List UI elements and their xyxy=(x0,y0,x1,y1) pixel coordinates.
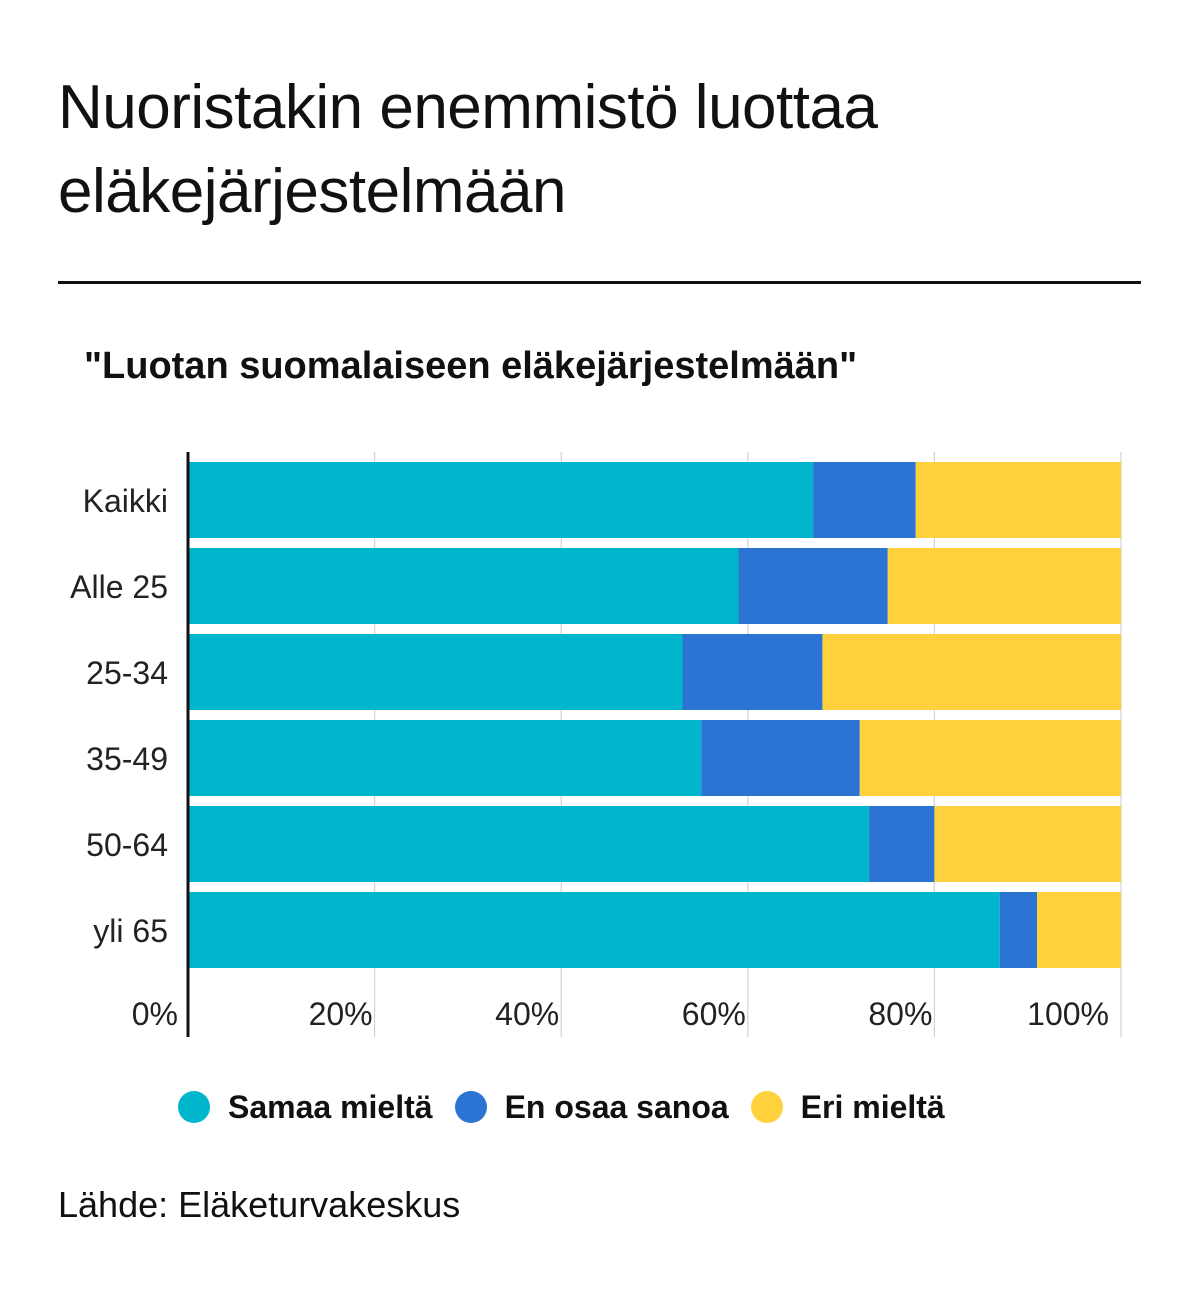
category-label-25-34: 25-34 xyxy=(86,655,168,691)
bar-35-49-en-osaa-sanoa xyxy=(701,720,860,796)
bar-50-64-eri-mielta xyxy=(934,806,1121,882)
x-tick-label-20: 20% xyxy=(309,996,373,1032)
category-label-alle-25: Alle 25 xyxy=(70,569,168,605)
source-note: Lähde: Eläketurvakeskus xyxy=(58,1184,461,1225)
bar-25-34-en-osaa-sanoa xyxy=(682,634,823,710)
x-tick-label-40: 40% xyxy=(495,996,559,1032)
bar-25-34-eri-mielta xyxy=(822,634,1121,710)
bar-alle-25-en-osaa-sanoa xyxy=(738,548,888,624)
chart-title: Nuoristakin enemmistö luottaa eläkejärje… xyxy=(58,73,878,226)
legend-item-en-osaa-sanoa: En osaa sanoa xyxy=(454,1088,729,1126)
category-label-kaikki: Kaikki xyxy=(83,483,168,519)
category-labels: Kaikki Alle 25 25-34 35-49 50-64 yli 65 xyxy=(70,483,168,949)
bar-kaikki-en-osaa-sanoa xyxy=(813,462,916,538)
legend-label-eri-mielta: Eri mieltä xyxy=(800,1088,945,1125)
legend-label-samaa-mielta: Samaa mieltä xyxy=(228,1088,433,1125)
legend-label-en-osaa-sanoa: En osaa sanoa xyxy=(504,1088,729,1125)
bar-kaikki-eri-mielta xyxy=(915,462,1121,538)
bar-35-49-samaa-mielta xyxy=(188,720,702,796)
stacked-bar-chart: Kaikki Alle 25 25-34 35-49 50-64 yli 65 0% 20%… xyxy=(70,452,1122,1037)
bar-50-64-samaa-mielta xyxy=(188,806,870,882)
x-tick-label-0: 0% xyxy=(132,996,178,1032)
x-tick-label-80: 80% xyxy=(868,996,932,1032)
bar-25-34-samaa-mielta xyxy=(188,634,683,710)
x-tick-label-100: 100% xyxy=(1027,996,1109,1032)
legend-swatch-en-osaa-sanoa xyxy=(454,1091,487,1123)
title-divider xyxy=(58,281,1141,284)
legend: Samaa mieltä En osaa sanoa Eri mieltä xyxy=(178,1085,967,1129)
bar-alle-25-samaa-mielta xyxy=(188,548,739,624)
legend-swatch-samaa-mielta xyxy=(178,1091,210,1123)
bar-yli-65-en-osaa-sanoa xyxy=(999,892,1038,968)
x-tick-labels: 0% 20% 40% 60% 80% 100% xyxy=(132,996,1109,1032)
legend-item-eri-mielta: Eri mieltä xyxy=(750,1088,945,1126)
bar-kaikki-samaa-mielta xyxy=(188,462,814,538)
chart-subtitle: "Luotan suomalaiseen eläkejärjestelmään" xyxy=(84,345,858,387)
bars xyxy=(188,462,1121,968)
bar-yli-65-eri-mielta xyxy=(1037,892,1121,968)
x-tick-label-60: 60% xyxy=(682,996,746,1032)
bar-yli-65-samaa-mielta xyxy=(188,892,1000,968)
category-label-yli-65: yli 65 xyxy=(93,913,168,949)
bar-50-64-en-osaa-sanoa xyxy=(869,806,935,882)
category-label-50-64: 50-64 xyxy=(86,827,168,863)
legend-swatch-eri-mielta xyxy=(750,1091,783,1123)
bar-alle-25-eri-mielta xyxy=(887,548,1121,624)
bar-35-49-eri-mielta xyxy=(859,720,1121,796)
category-label-35-49: 35-49 xyxy=(86,741,168,777)
legend-item-samaa-mielta: Samaa mieltä xyxy=(178,1089,433,1126)
